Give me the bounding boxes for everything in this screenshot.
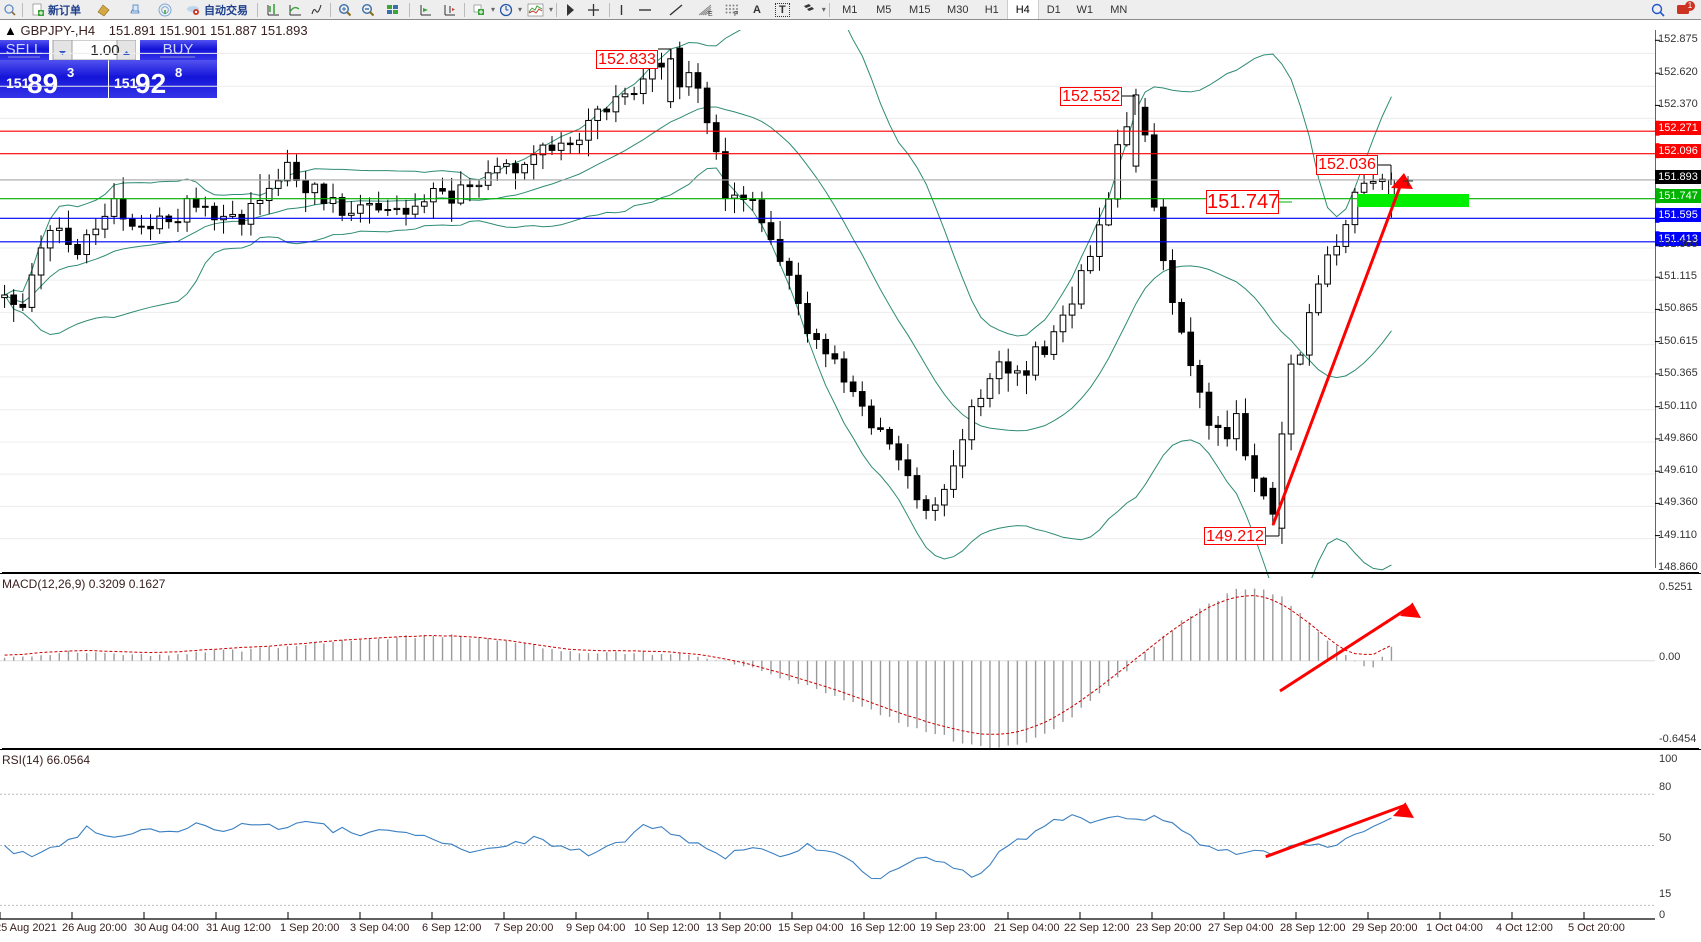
svg-text:F: F (734, 11, 738, 16)
svg-text:E: E (708, 11, 713, 17)
